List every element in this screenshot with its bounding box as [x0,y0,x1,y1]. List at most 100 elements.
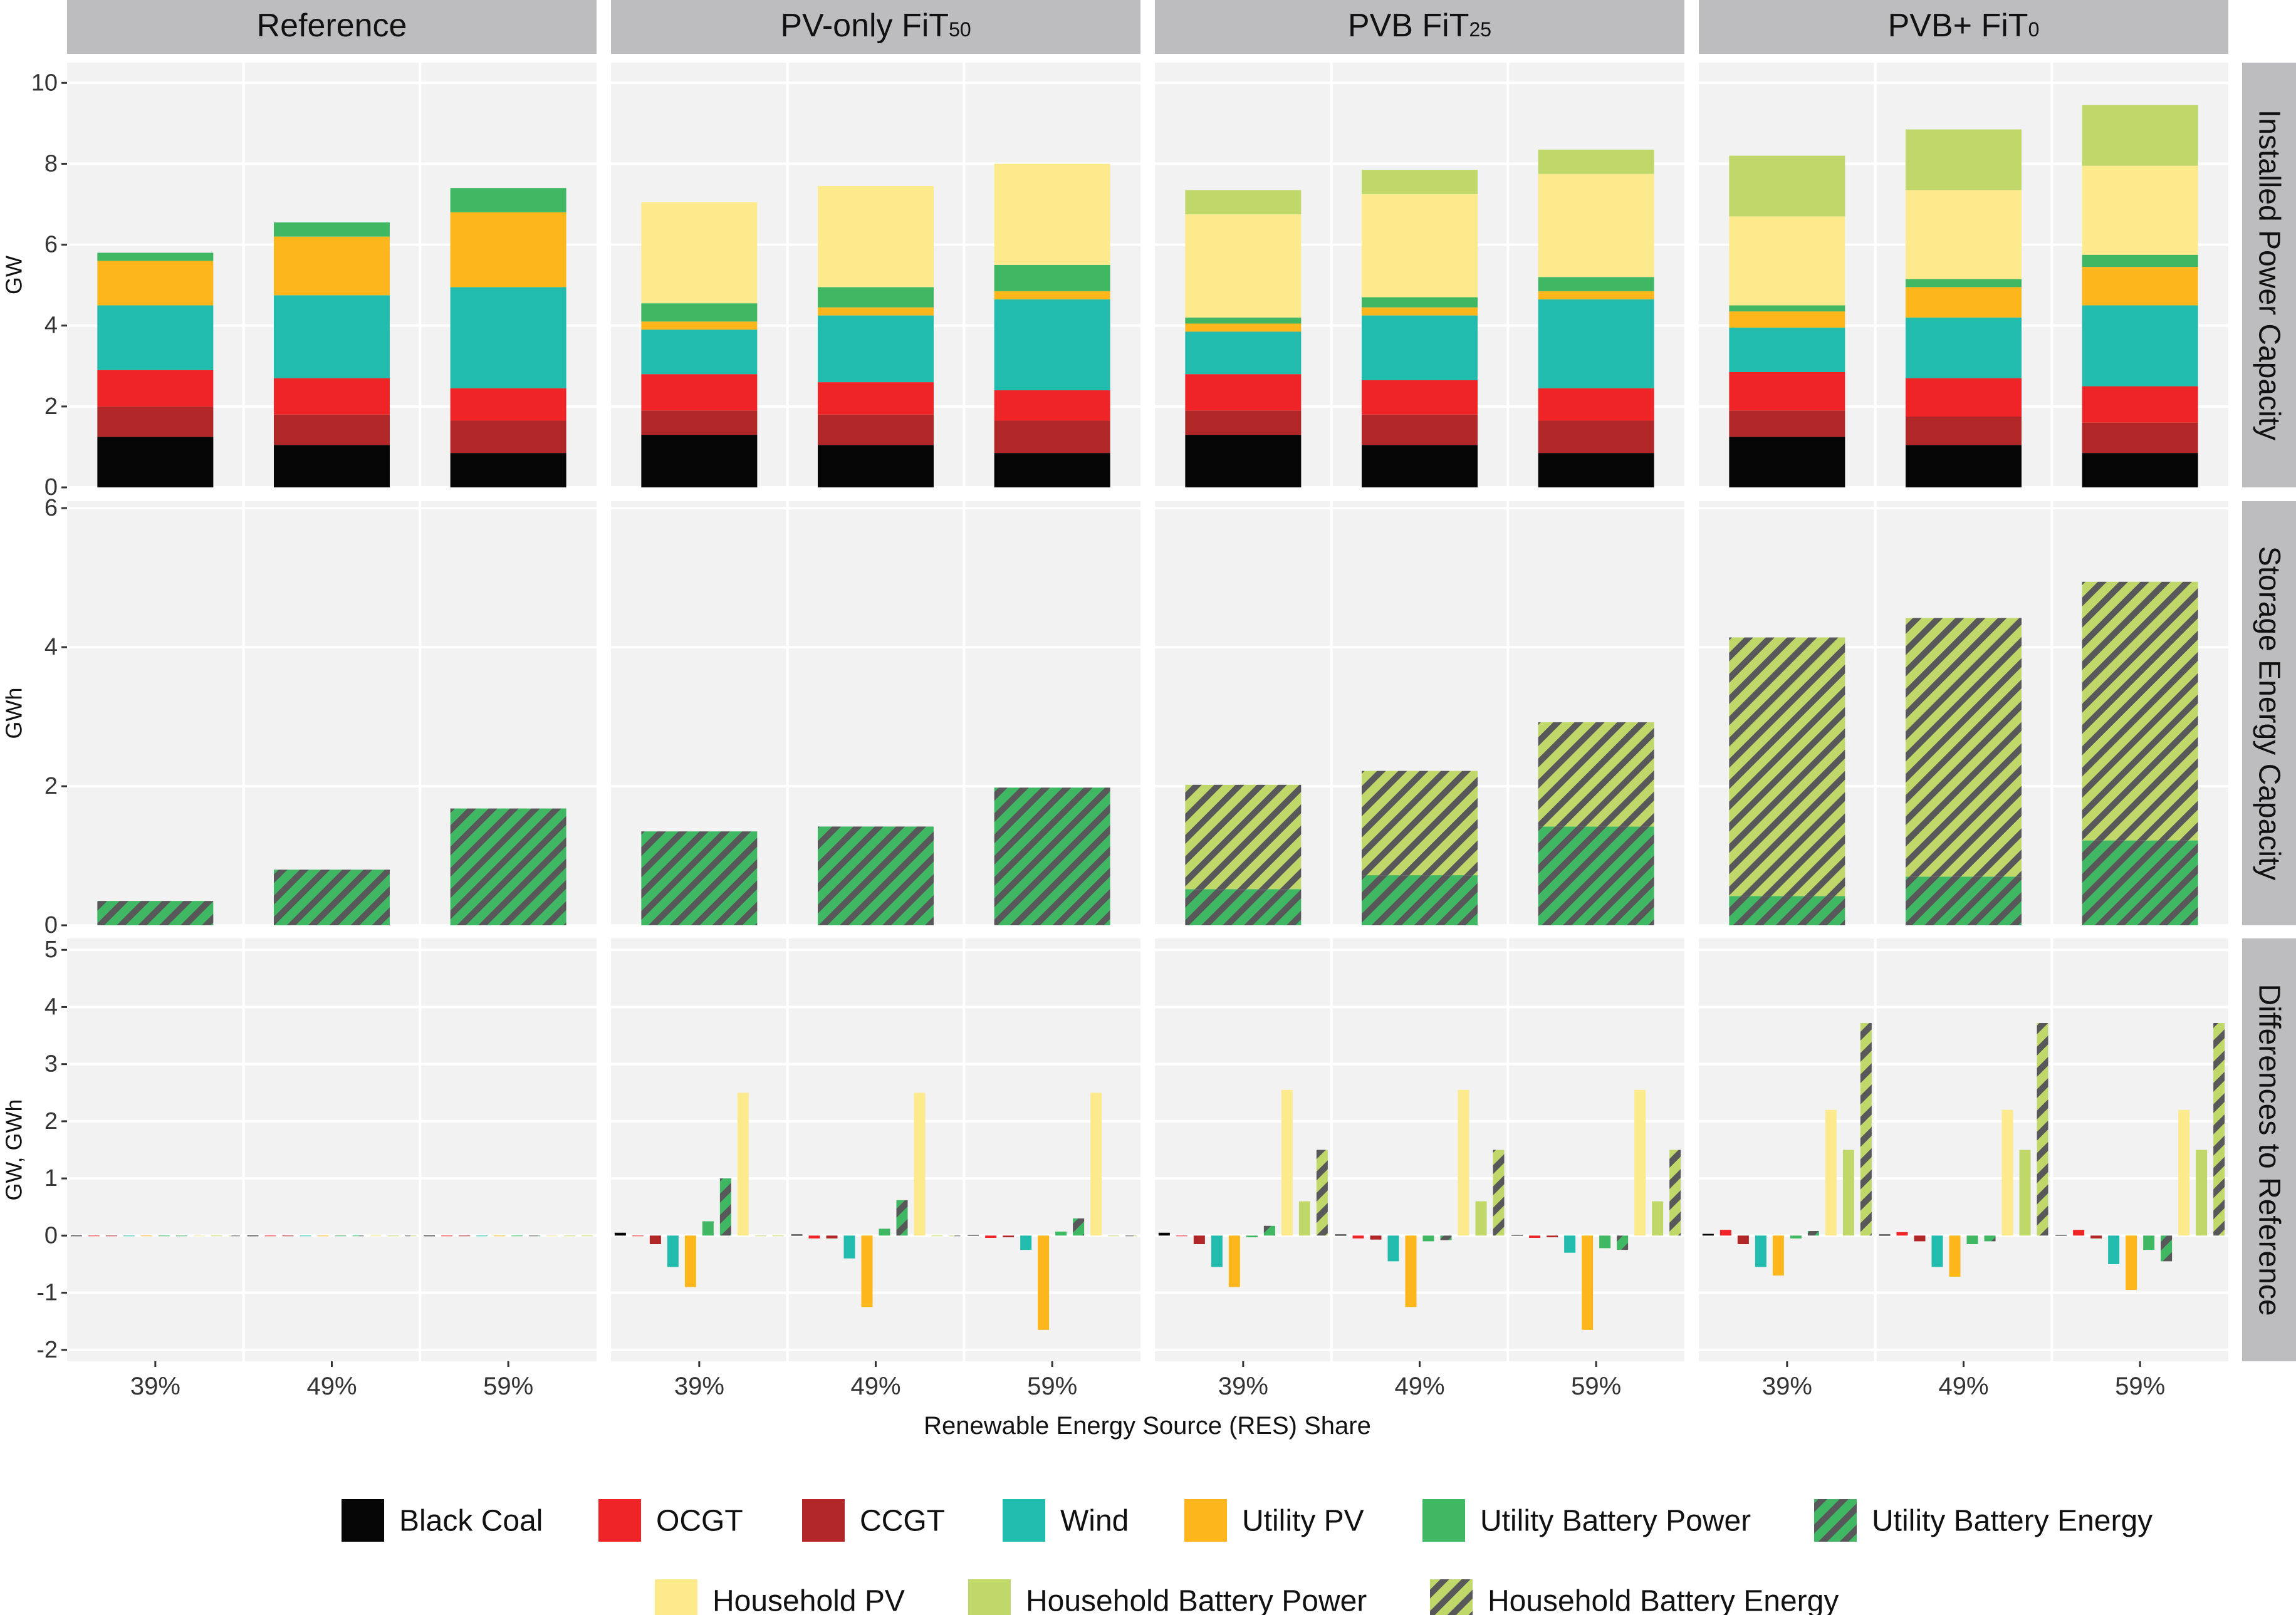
bar-diff-household-battery-power [1298,1201,1310,1236]
bar-diff-wind [300,1235,311,1237]
bar-storage-utility-battery-energy [1906,876,2022,925]
bar-diff-wind [1564,1235,1576,1253]
bar-diff-household-battery-energy [949,1235,961,1237]
bar-diff-ocgt [985,1235,997,1238]
x-tick-label: 39% [674,1373,724,1400]
bar-capacity-utility-pv [641,321,758,330]
legend-item: Household PV [655,1579,905,1615]
bar-capacity-ccgt [1538,420,1654,454]
legend-label: OCGT [656,1505,743,1538]
legend-swatch [1430,1579,1473,1615]
bar-diff-household-battery-power [2019,1150,2031,1236]
bar-diff-black-coal [70,1235,82,1237]
bar-diff-utility-battery-power [879,1228,890,1236]
x-tick-label: 39% [1762,1373,1812,1400]
bar-capacity-household-pv [641,202,758,304]
bar-diff-household-battery-energy [2213,1023,2225,1236]
bar-capacity-black-coal [994,453,1110,487]
y-axis-title: GW [1,256,27,294]
bar-capacity-utility-pv [818,307,934,316]
bar-capacity-ccgt [1362,414,1478,445]
bar-diff-utility-pv [1405,1235,1417,1307]
bar-diff-utility-pv [1228,1235,1240,1287]
bar-capacity-household-pv [994,164,1110,265]
y-tick-label: 10 [31,70,58,96]
bar-capacity-wind [1538,299,1654,388]
legend-item: Utility Battery Power [1422,1499,1751,1542]
legend-swatch [968,1579,1011,1615]
bar-diff-black-coal [1879,1234,1891,1236]
bar-diff-wind [843,1235,855,1259]
bar-capacity-household-pv [1906,190,2022,279]
bar-diff-household-battery-energy [772,1235,784,1237]
bar-storage-household-battery-energy [1906,618,2022,877]
bar-capacity-ccgt [994,420,1110,454]
bar-diff-ccgt [2090,1235,2102,1239]
bar-storage-utility-battery-energy [1185,889,1302,925]
bar-storage-utility-battery-energy [97,901,214,925]
y-tick-label: 2 [44,1108,58,1135]
bar-capacity-utility-pv [274,236,390,296]
legend-item: Household Battery Power [968,1579,1367,1615]
bar-diff-wind [1211,1235,1223,1267]
bar-diff-utility-pv [140,1235,152,1237]
row-strip-2 [2242,501,2296,925]
bar-capacity-household-pv [818,185,934,288]
bar-capacity-ocgt [450,388,566,421]
x-tick-label: 39% [130,1373,180,1400]
legend-label: CCGT [860,1505,945,1538]
bar-diff-wind [667,1235,679,1267]
bar-diff-black-coal [1335,1234,1347,1236]
bar-diff-black-coal [424,1235,436,1237]
x-tick-label: 39% [1218,1373,1268,1400]
bar-diff-wind [1020,1235,1032,1250]
bar-diff-utility-battery-power [1055,1231,1067,1236]
bar-diff-household-battery-energy [582,1235,593,1237]
facet-title-sub: 25 [1469,18,1491,41]
bar-diff-utility-battery-energy [719,1178,731,1236]
bar-diff-ocgt [808,1235,820,1239]
bar-diff-ocgt [1176,1235,1187,1237]
bar-capacity-household-pv [1729,216,1845,306]
legend-item: Utility Battery Energy [1814,1499,2152,1542]
bar-capacity-ccgt [97,406,214,437]
bar-capacity-utility-battery-power [1362,297,1478,308]
y-tick-label: 2 [44,773,58,799]
bar-storage-household-battery-energy [1185,784,1302,890]
bar-diff-utility-battery-energy [1984,1235,1996,1242]
y-axis-title: GW, GWh [1,1099,27,1201]
facet-strip-3 [1155,0,1684,54]
bar-diff-utility-battery-power [335,1235,347,1237]
bar-capacity-ocgt [641,374,758,411]
bar-capacity-black-coal [1729,437,1845,487]
bar-diff-household-battery-power [754,1235,766,1237]
bar-capacity-wind [1185,331,1302,375]
bar-diff-utility-battery-power [1599,1235,1611,1249]
bar-storage-utility-battery-energy [641,831,758,925]
bar-capacity-utility-battery-power [1185,317,1302,324]
legend-item: Utility PV [1184,1499,1364,1542]
bar-diff-utility-battery-energy [175,1235,187,1237]
bar-diff-ccgt [1370,1235,1382,1240]
bar-capacity-ocgt [97,370,214,407]
bar-storage-household-battery-energy [1729,637,1845,896]
row-strip-1 [2242,63,2296,487]
bar-diff-utility-battery-energy [1617,1235,1629,1250]
y-tick-label: 3 [44,1051,58,1078]
bar-capacity-ocgt [2082,386,2198,423]
x-tick-label: 59% [1571,1373,1621,1400]
legend-label: Household Battery Energy [1488,1585,1839,1615]
bar-diff-black-coal [614,1232,626,1236]
bar-capacity-wind [274,295,390,378]
x-axis-title: Renewable Energy Source (RES) Share [924,1412,1371,1440]
bar-capacity-ccgt [1185,410,1302,435]
facet-title-4: PVB+ FiT0 [1888,8,2040,44]
bar-capacity-wind [1729,327,1845,372]
bar-capacity-ocgt [1185,374,1302,411]
bar-capacity-utility-battery-power [818,287,934,308]
bar-diff-utility-battery-energy [1073,1218,1085,1236]
bar-diff-household-pv [2001,1109,2013,1236]
bar-capacity-utility-pv [1729,311,1845,328]
bar-capacity-wind [2082,305,2198,387]
bar-diff-ccgt [1193,1235,1205,1245]
